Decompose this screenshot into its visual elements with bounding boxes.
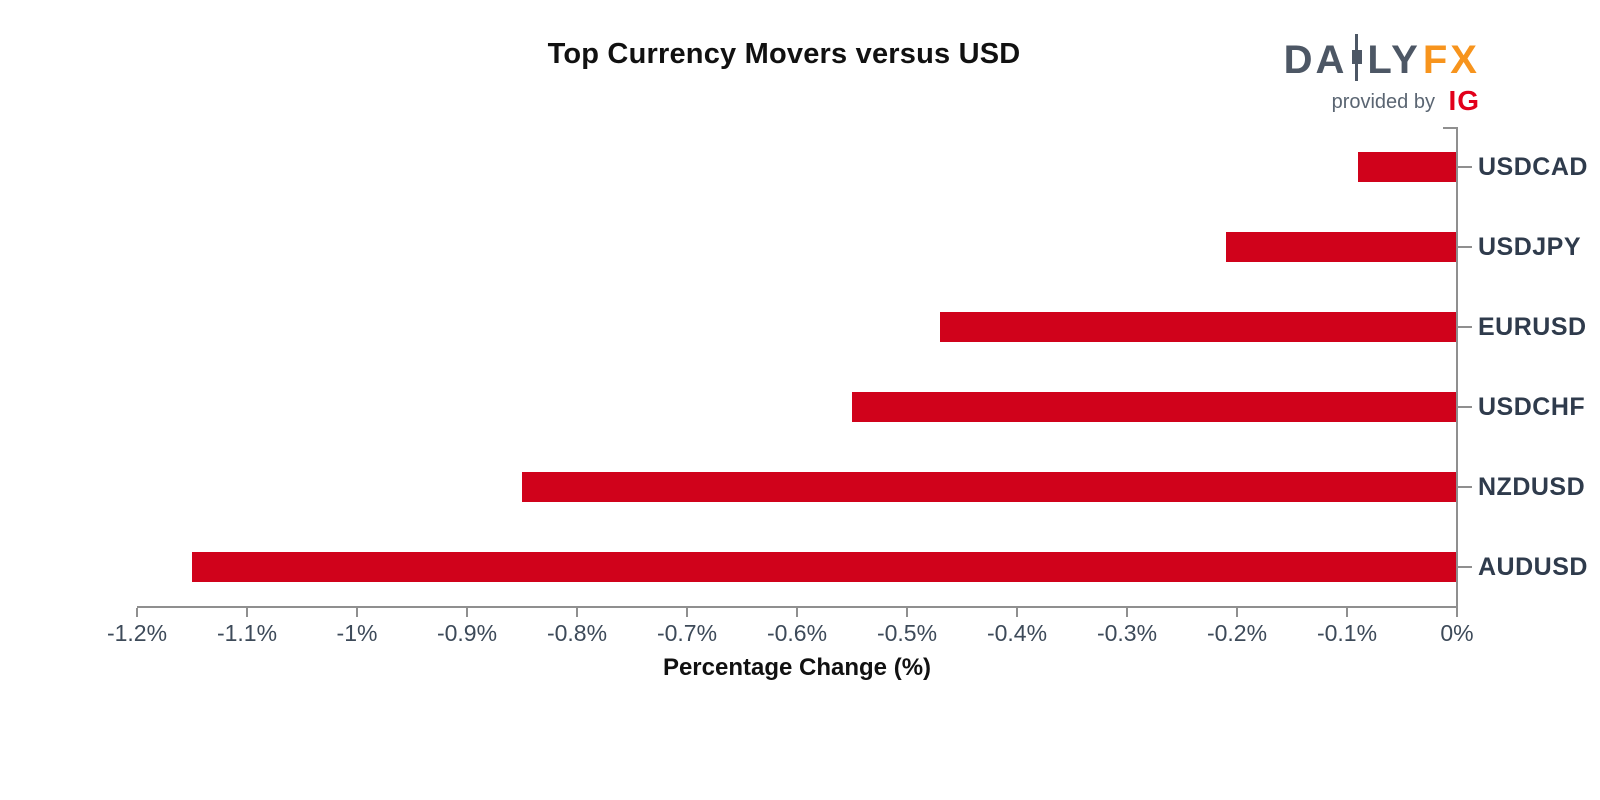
x-tick-mark--0.1% (1346, 608, 1348, 617)
x-tick-label-0%: 0% (1440, 620, 1474, 646)
logo-byline: provided by IG (1284, 87, 1480, 115)
x-tick-mark--0.2% (1236, 608, 1238, 617)
x-axis-line (137, 606, 1458, 608)
bar-USDCHF (852, 392, 1457, 422)
ig-logo: IG (1448, 85, 1480, 116)
y-axis-line (1456, 127, 1458, 607)
bar-USDJPY (1226, 232, 1457, 262)
dailyfx-wordmark: DA LYFX (1284, 34, 1480, 81)
x-tick-label--0.1%: -0.1% (1316, 620, 1378, 646)
bar-USDCAD (1358, 152, 1457, 182)
x-tick-label--0.9%: -0.9% (436, 620, 498, 646)
bar-AUDUSD (192, 552, 1457, 582)
y-tick-mark-EURUSD (1458, 326, 1472, 328)
x-tick-label--1.1%: -1.1% (216, 620, 278, 646)
category-label-USDJPY: USDJPY (1478, 233, 1582, 261)
x-tick-mark--0.4% (1016, 608, 1018, 617)
category-label-AUDUSD: AUDUSD (1478, 553, 1588, 581)
candlestick-icon (1351, 34, 1363, 81)
x-tick-mark--0.6% (796, 608, 798, 617)
logo-text-ly: LY (1367, 38, 1421, 82)
x-tick-label--0.4%: -0.4% (986, 620, 1048, 646)
y-axis-top-tick (1443, 127, 1457, 129)
x-tick-label--1%: -1% (336, 620, 378, 646)
x-tick-mark--0.5% (906, 608, 908, 617)
bar-NZDUSD (522, 472, 1457, 502)
category-label-USDCAD: USDCAD (1478, 153, 1588, 181)
x-tick-mark--1.1% (246, 608, 248, 617)
logo-text-da: DA (1283, 38, 1348, 82)
dailyfx-logo: DA LYFX provided by IG (1284, 34, 1480, 115)
logo-provided-by-text: provided by (1331, 91, 1435, 113)
x-axis-title: Percentage Change (%) (662, 654, 932, 681)
y-tick-mark-NZDUSD (1458, 486, 1472, 488)
logo-text-fx: FX (1422, 38, 1480, 82)
chart-title: Top Currency Movers versus USD (547, 38, 1021, 70)
x-tick-label--0.8%: -0.8% (546, 620, 608, 646)
y-tick-mark-USDJPY (1458, 246, 1472, 248)
x-tick-mark--0.8% (576, 608, 578, 617)
y-tick-mark-USDCAD (1458, 166, 1472, 168)
x-tick-label--0.3%: -0.3% (1096, 620, 1158, 646)
category-label-USDCHF: USDCHF (1478, 393, 1586, 421)
x-tick-mark-0% (1456, 608, 1458, 617)
x-tick-mark--1.2% (136, 608, 138, 617)
x-tick-mark--0.3% (1126, 608, 1128, 617)
bar-EURUSD (940, 312, 1457, 342)
x-tick-label--1.2%: -1.2% (106, 620, 168, 646)
x-tick-mark--1% (356, 608, 358, 617)
x-tick-mark--0.7% (686, 608, 688, 617)
y-tick-mark-AUDUSD (1458, 566, 1472, 568)
category-label-NZDUSD: NZDUSD (1478, 473, 1586, 501)
category-label-EURUSD: EURUSD (1478, 313, 1587, 341)
y-tick-mark-USDCHF (1458, 406, 1472, 408)
x-tick-mark--0.9% (466, 608, 468, 617)
x-tick-label--0.6%: -0.6% (766, 620, 828, 646)
x-tick-label--0.2%: -0.2% (1206, 620, 1268, 646)
x-tick-label--0.5%: -0.5% (876, 620, 938, 646)
x-tick-label--0.7%: -0.7% (656, 620, 718, 646)
